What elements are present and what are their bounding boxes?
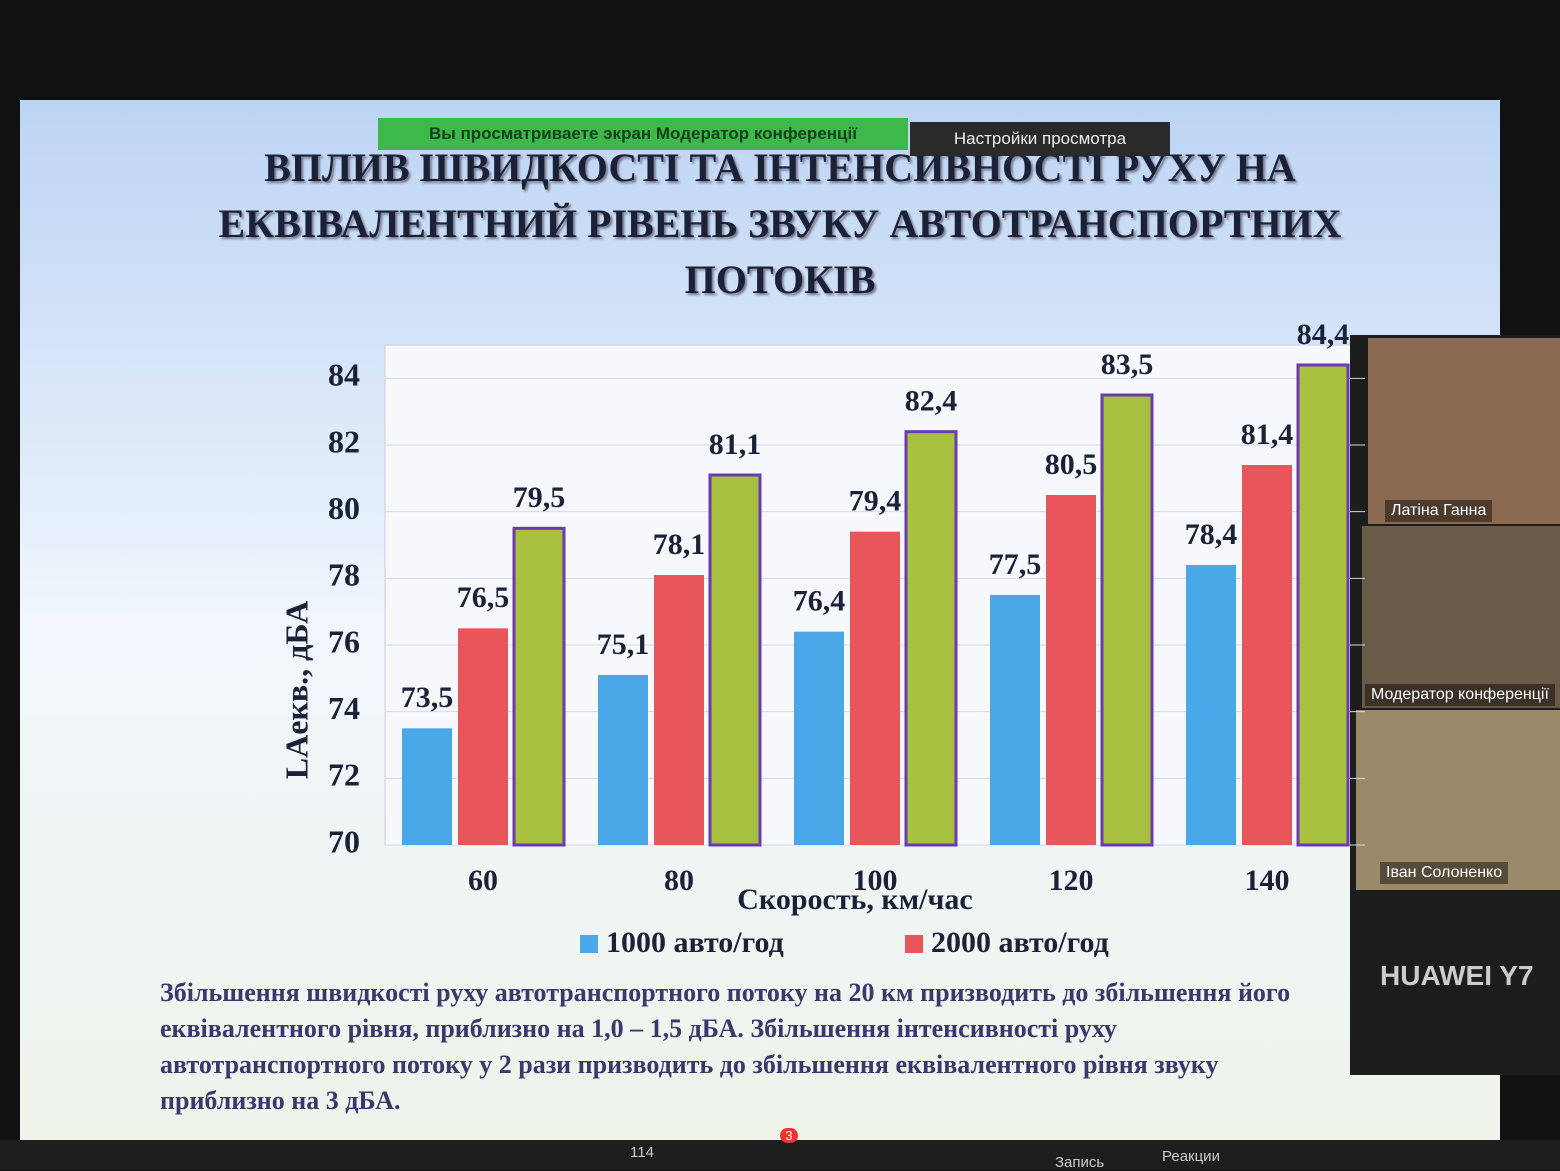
video-tile — [1368, 338, 1560, 524]
chart-title: ВПЛИВ ШВИДКОСТІ ТА ІНТЕНСИВНОСТІ РУХУ НА… — [218, 145, 1342, 302]
participant-name: Модератор конференції — [1365, 684, 1555, 706]
x-tick-label: 140 — [1245, 864, 1290, 897]
bar — [1242, 465, 1292, 845]
value-label: 76,4 — [793, 585, 846, 618]
value-label: 80,5 — [1045, 448, 1098, 481]
value-label: 78,1 — [653, 528, 706, 561]
bar — [1186, 565, 1236, 845]
participant-name: HUAWEI Y7 — [1380, 960, 1534, 991]
y-axis-label: LAекв., дБА — [278, 601, 314, 779]
legend-label: 2000 авто/год — [931, 926, 1109, 959]
video-tile — [1356, 710, 1560, 890]
legend-label: 1000 авто/год — [606, 926, 784, 959]
bar — [1296, 363, 1350, 847]
bar — [1100, 393, 1154, 847]
participants-count[interactable]: 114 — [630, 1144, 654, 1161]
bar — [708, 473, 762, 847]
participant-name: Іван Солоненко — [1380, 862, 1509, 884]
value-label: 81,1 — [709, 428, 762, 461]
bar — [402, 728, 452, 845]
bar — [850, 531, 900, 845]
value-label: 81,4 — [1241, 418, 1294, 451]
reactions-button[interactable]: Реакции — [1162, 1148, 1220, 1165]
legend-swatch — [580, 935, 598, 953]
value-label: 76,5 — [457, 581, 510, 614]
y-tick-label: 78 — [328, 557, 360, 593]
value-label: 75,1 — [597, 628, 650, 661]
legend-swatch — [905, 935, 923, 953]
bar — [598, 675, 648, 845]
bar — [1046, 495, 1096, 845]
x-tick-label: 60 — [468, 864, 498, 897]
value-label: 84,4 — [1297, 318, 1350, 351]
bar — [654, 575, 704, 845]
value-label: 82,4 — [905, 385, 958, 418]
y-tick-label: 84 — [328, 357, 360, 393]
y-tick-label: 74 — [328, 690, 360, 726]
bar — [794, 631, 844, 845]
note: Збільшення швидкості руху автотранспортн… — [160, 978, 1291, 1115]
y-tick-label: 82 — [328, 423, 360, 459]
x-axis-label: Скорость, км/час — [737, 883, 972, 916]
y-tick-label: 80 — [328, 490, 360, 526]
y-tick-label: 76 — [328, 623, 360, 659]
y-tick-label: 70 — [328, 823, 360, 859]
x-tick-label: 80 — [664, 864, 694, 897]
bar — [990, 595, 1040, 845]
value-label: 77,5 — [989, 548, 1042, 581]
x-tick-label: 100 — [853, 864, 898, 897]
video-tile — [1362, 526, 1560, 708]
bar — [458, 628, 508, 845]
y-tick-label: 72 — [328, 757, 360, 793]
value-label: 79,4 — [849, 485, 902, 518]
participant-name: Латіна Ганна — [1385, 500, 1493, 522]
chat-badge: 3 — [780, 1128, 798, 1143]
toolbar — [0, 1140, 1560, 1170]
value-label: 78,4 — [1185, 518, 1238, 551]
bar — [904, 430, 958, 847]
value-label: 83,5 — [1101, 348, 1154, 381]
record-button[interactable]: Запись — [1055, 1154, 1105, 1171]
value-label: 79,5 — [513, 481, 566, 514]
view-options[interactable]: Настройки просмотра — [910, 122, 1170, 156]
share-banner: Вы просматриваете экран Модератор конфер… — [378, 118, 908, 150]
value-label: 73,5 — [401, 681, 454, 714]
x-tick-label: 120 — [1049, 864, 1094, 897]
bar — [512, 526, 566, 847]
